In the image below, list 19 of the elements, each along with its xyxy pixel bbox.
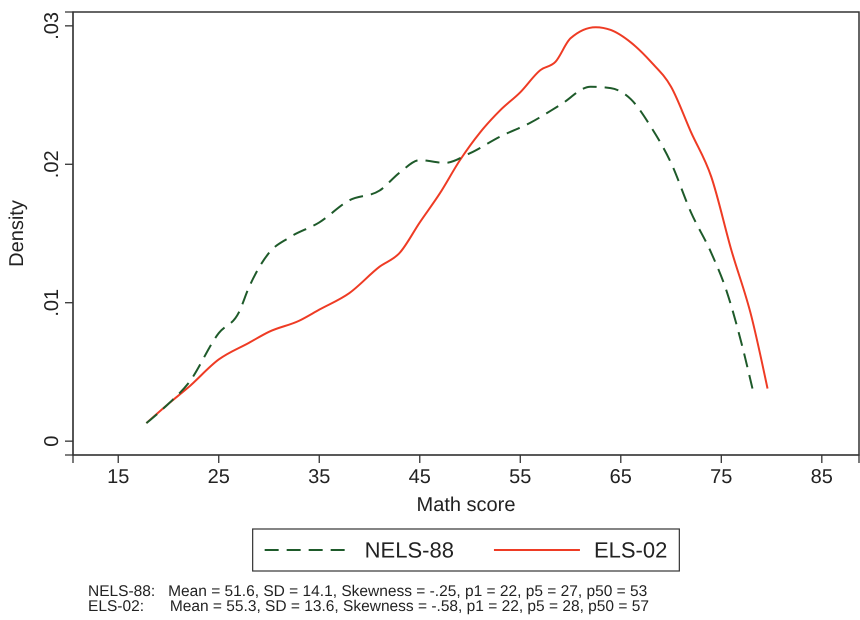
x-tick-label: 75 — [710, 466, 732, 488]
y-tick-label: .03 — [41, 12, 63, 40]
line-series — [145, 86, 754, 424]
x-tick-label: 35 — [308, 466, 330, 488]
y-tick-label: 0 — [41, 436, 63, 447]
x-tick-label: 25 — [208, 466, 230, 488]
legend-label: NELS-88 — [364, 538, 454, 563]
y-tick-label: .02 — [41, 150, 63, 178]
y-axis-title: Density — [6, 200, 28, 267]
legend-label: ELS-02 — [594, 538, 668, 563]
x-tick-label: 15 — [107, 466, 130, 488]
x-tick-label: 45 — [408, 466, 431, 488]
x-tick-label: 85 — [810, 466, 833, 488]
x-axis-title: Math score — [416, 494, 516, 516]
text: ELS-02: Mean = 55.3, SD = 13.6, Skewness = -.58, p1 = 22, p5 = 28, p50 = 57 — [88, 598, 649, 615]
x-tick-label: 55 — [509, 466, 532, 488]
y-tick-label: .01 — [41, 288, 63, 317]
x-tick-label: 65 — [610, 466, 632, 488]
text: NELS-88: Mean = 51.6, SD = 14.1, Skewness = -.25, p1 = 22, p5 = 27, p50 = 53 — [88, 583, 648, 600]
